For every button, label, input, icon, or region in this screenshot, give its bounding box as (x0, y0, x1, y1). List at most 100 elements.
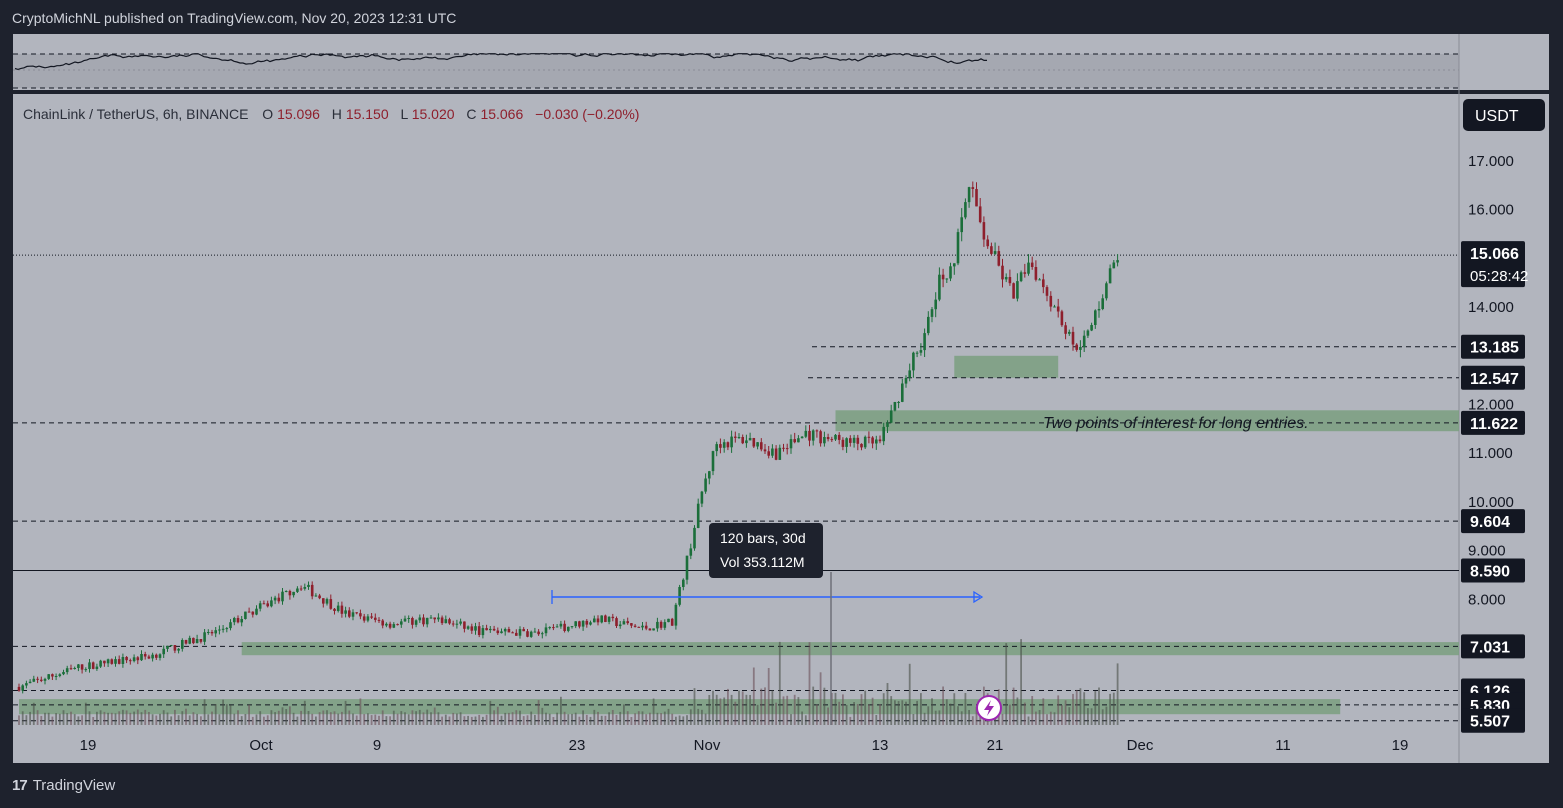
volume-bar-93 (363, 714, 366, 725)
volume-bar-227 (860, 694, 863, 725)
volume-bar-39 (162, 710, 165, 725)
support-zone-3[interactable] (19, 699, 1341, 715)
volume-bar-59 (237, 710, 239, 725)
candle-260 (982, 222, 986, 240)
candle-256 (967, 187, 971, 203)
volume-bar-254 (960, 711, 963, 725)
candle-9 (51, 674, 54, 677)
volume-bar-192 (730, 694, 733, 725)
volume-bar-79 (311, 713, 314, 725)
volume-bar-60 (240, 716, 243, 725)
volume-bar-184 (701, 709, 703, 725)
candle-6 (40, 679, 43, 681)
legend-low: 15.020 (412, 106, 455, 122)
candle-105 (407, 618, 410, 619)
candle-183 (696, 503, 700, 528)
candle-26 (114, 659, 117, 664)
volume-bar-294 (1109, 693, 1111, 725)
candle-215 (815, 430, 819, 432)
annotation-note: Two points of interest for long entries. (1043, 415, 1309, 432)
volume-bar-226 (856, 704, 859, 725)
legend-low-label: L (401, 106, 409, 122)
volume-bar-202 (767, 668, 770, 725)
candle-58 (233, 618, 236, 623)
candle-197 (748, 438, 752, 441)
candle-159 (607, 616, 611, 622)
support-zone-2[interactable] (241, 642, 1460, 656)
volume-bar-290 (1094, 691, 1097, 725)
volume-bar-208 (790, 714, 792, 725)
candle-186 (708, 471, 711, 479)
candle-121 (466, 626, 470, 629)
flash-icon[interactable] (976, 695, 1002, 721)
candle-229 (867, 436, 871, 438)
candle-203 (771, 448, 774, 456)
volume-bar-295 (1112, 692, 1115, 725)
volume-bar-239 (905, 701, 907, 725)
candle-147 (563, 623, 566, 631)
volume-bar-123 (474, 716, 477, 725)
volume-bar-110 (426, 709, 429, 725)
volume-bar-275 (1038, 710, 1041, 725)
price-tick-4: 11.000 (1468, 445, 1513, 462)
candle-4 (32, 678, 36, 682)
candle-56 (225, 628, 229, 630)
volume-bar-102 (396, 713, 399, 725)
support-zone-0[interactable] (954, 355, 1059, 378)
volume-bar-109 (422, 712, 425, 725)
legend-change: −0.030 (−0.20%) (535, 106, 639, 122)
candle-200 (760, 442, 763, 450)
price-axis: 17.000 16.000 14.000 12.000 11.000 10.000 9.00… (1468, 153, 1514, 608)
price-tag-bg-6 (1461, 634, 1525, 659)
volume-bar-247 (934, 710, 937, 725)
candle-141 (541, 633, 544, 635)
volume-bar-258 (975, 706, 978, 725)
candle-274 (1034, 267, 1038, 280)
volume-bar-85 (333, 711, 336, 725)
candle-122 (470, 626, 474, 631)
price-tag-6: 7.031 (1470, 639, 1510, 656)
candle-208 (789, 439, 793, 449)
currency-button[interactable]: USDT (1463, 99, 1545, 131)
volume-bar-70 (277, 710, 280, 725)
volume-bar-198 (752, 667, 755, 725)
candle-209 (793, 439, 796, 443)
volume-bar-148 (567, 714, 570, 725)
time-tick-7: Dec (1127, 737, 1154, 754)
candle-270 (1019, 272, 1023, 282)
candle-173 (659, 621, 663, 628)
price-tag-3: 11.622 (1470, 416, 1518, 433)
legend-open-label: O (262, 106, 273, 122)
volume-bar-97 (378, 715, 380, 725)
candle-35 (147, 656, 151, 659)
candle-167 (637, 626, 641, 628)
legend-open: 15.096 (277, 106, 320, 122)
candle-142 (544, 627, 548, 634)
candle-115 (444, 619, 448, 624)
price-tag-1: 13.185 (1470, 340, 1519, 357)
candle-182 (693, 527, 696, 549)
candle-21 (95, 666, 99, 669)
candle-50 (203, 632, 206, 642)
candle-266 (1004, 277, 1008, 280)
candle-84 (329, 599, 333, 609)
candle-196 (745, 440, 748, 444)
volume-bar-229 (868, 704, 870, 725)
candle-219 (830, 439, 834, 441)
volume-bar-112 (433, 707, 436, 725)
volume-bar-34 (144, 709, 147, 725)
currency-label: USDT (1475, 108, 1519, 125)
volume-bar-162 (619, 711, 622, 725)
price-pane (13, 94, 1459, 725)
volume-bar-47 (192, 712, 195, 725)
volume-bar-151 (578, 716, 581, 725)
candle-76 (299, 588, 303, 590)
candle-158 (604, 615, 607, 622)
candle-74 (292, 591, 295, 596)
volume-bar-278 (1049, 711, 1052, 725)
tradingview-footer[interactable]: 17 TradingView (12, 777, 115, 794)
support-zone-1[interactable] (835, 410, 1460, 432)
candle-125 (481, 628, 485, 636)
rsi-band (13, 54, 1459, 88)
